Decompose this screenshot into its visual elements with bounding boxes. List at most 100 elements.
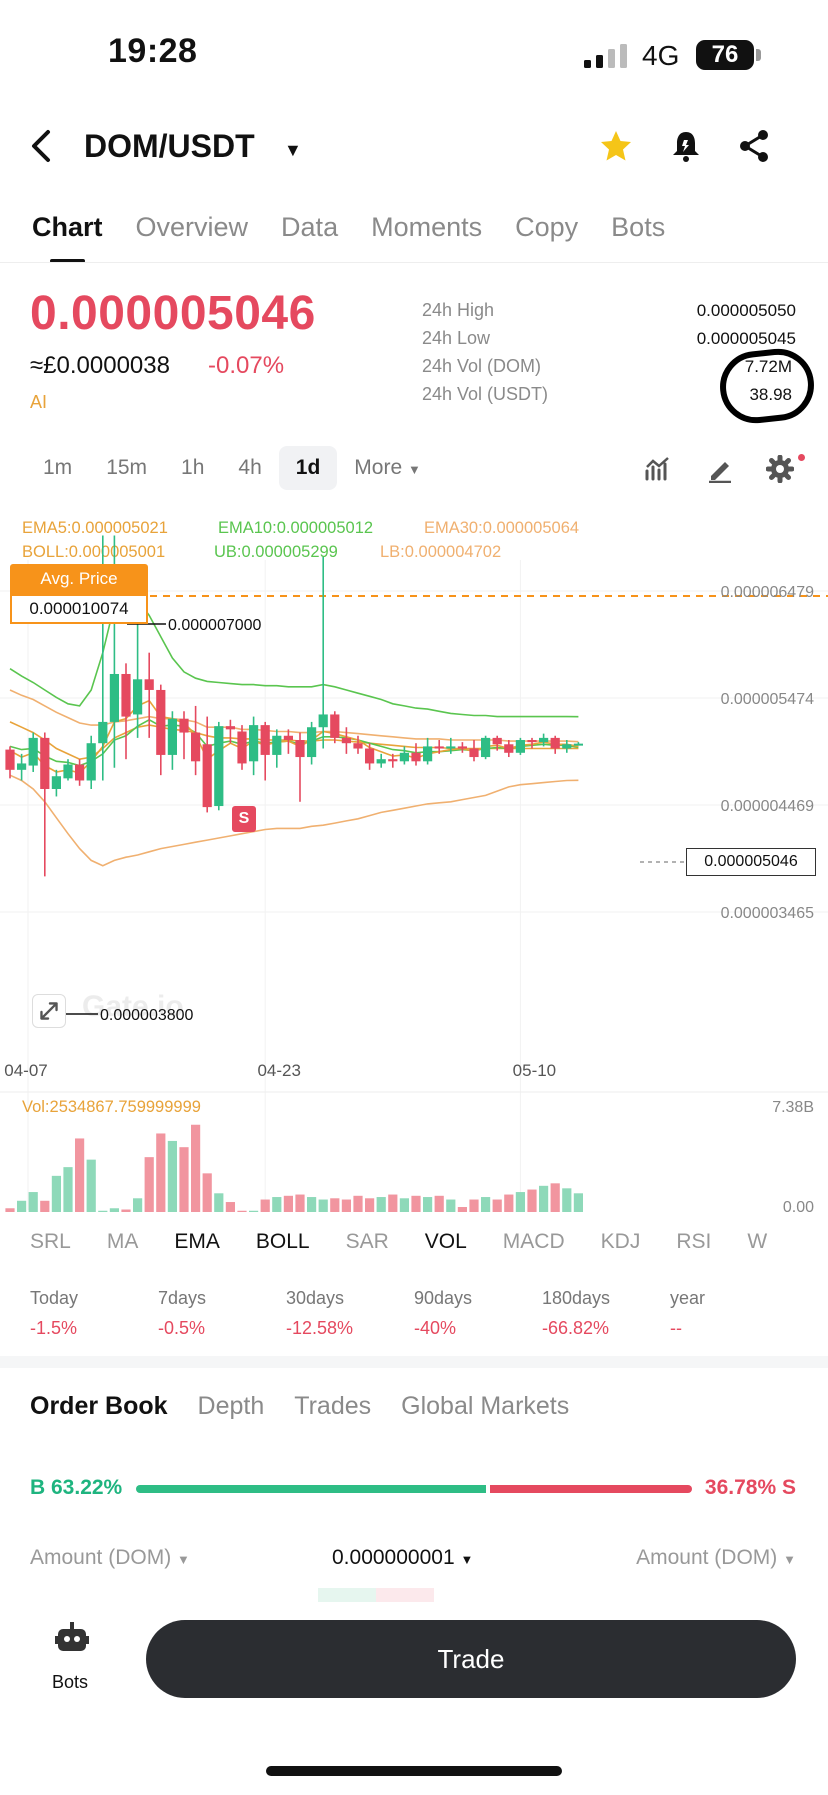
y-tick-label: 0.000005474 xyxy=(721,691,815,708)
volume-bar xyxy=(40,1200,50,1212)
volume-bar xyxy=(5,1208,15,1212)
back-icon[interactable] xyxy=(28,128,56,164)
bots-icon[interactable] xyxy=(54,1620,90,1656)
volume-bar xyxy=(63,1167,73,1212)
ai-badge[interactable]: AI xyxy=(30,392,48,412)
candle-body xyxy=(388,759,398,762)
pair-caret-icon[interactable]: ▼ xyxy=(284,140,302,160)
volume-bar xyxy=(411,1195,421,1212)
indicator-chart-icon[interactable] xyxy=(644,455,672,483)
indicator-sar[interactable]: SAR xyxy=(345,1230,389,1253)
candle-body xyxy=(191,732,201,762)
indicator-kdj[interactable]: KDJ xyxy=(600,1230,641,1253)
indicator-rsi[interactable]: RSI xyxy=(676,1230,712,1253)
interval-1h[interactable]: 1h xyxy=(181,456,205,479)
tab-moments[interactable]: Moments xyxy=(371,212,483,242)
indicator-macd[interactable]: MACD xyxy=(502,1230,565,1253)
volume-bar xyxy=(504,1194,514,1212)
avg-price-tag[interactable]: Avg. Price xyxy=(10,564,148,594)
indicator-boll[interactable]: BOLL xyxy=(255,1230,310,1253)
candle-body xyxy=(86,743,96,781)
tab-bots[interactable]: Bots xyxy=(611,212,666,242)
last-price-tag: 0.000005046 xyxy=(686,848,816,876)
interval-1d[interactable]: 1d xyxy=(278,446,338,490)
interval-more[interactable]: More ▼ xyxy=(337,446,438,490)
volume-bar xyxy=(318,1199,328,1212)
volume-axis-max: 7.38B xyxy=(772,1099,814,1116)
volume-bar xyxy=(295,1194,305,1212)
indicator-vol[interactable]: VOL xyxy=(424,1230,467,1253)
sell-trade-marker[interactable]: S xyxy=(232,806,256,832)
candle-body xyxy=(133,679,143,715)
volume-bar xyxy=(446,1199,456,1212)
tab-chart[interactable]: Chart xyxy=(32,212,103,263)
volume-bar xyxy=(144,1157,154,1212)
tab-order-book[interactable]: Order Book xyxy=(30,1392,168,1420)
interval-4h[interactable]: 4h xyxy=(238,456,262,479)
perf-label-90days: 90days xyxy=(414,1288,473,1308)
tab-overview[interactable]: Overview xyxy=(135,212,249,242)
star-icon[interactable] xyxy=(598,128,634,164)
chevron-down-icon: ▼ xyxy=(783,1552,796,1567)
amount-right-select[interactable]: Amount (DOM) ▼ xyxy=(636,1546,796,1570)
bell-icon[interactable] xyxy=(668,128,704,164)
candle-body xyxy=(318,714,328,728)
candle-body xyxy=(411,752,421,762)
candles xyxy=(5,535,583,877)
volume-bar xyxy=(330,1198,340,1212)
candle-body xyxy=(75,764,85,781)
bots-label[interactable]: Bots xyxy=(52,1672,89,1692)
tab-data[interactable]: Data xyxy=(281,212,339,242)
amount-left-select[interactable]: Amount (DOM) ▼ xyxy=(30,1546,190,1570)
indicator-srl[interactable]: SRL xyxy=(30,1230,71,1253)
tab-trades[interactable]: Trades xyxy=(294,1392,372,1420)
section-separator xyxy=(0,1356,828,1368)
volume-bar xyxy=(191,1124,201,1212)
candlestick-chart[interactable]: Gate.io 0.0000074840.0000064790.00000547… xyxy=(0,500,828,1220)
pair-title[interactable]: DOM/USDT xyxy=(84,128,255,164)
candle-body xyxy=(434,746,444,749)
interval-1m[interactable]: 1m xyxy=(43,456,73,479)
indicator-tabs: SRL MA EMA BOLL SAR VOL MACD KDJ RSI W xyxy=(30,1230,767,1254)
expand-icon[interactable] xyxy=(32,994,66,1028)
draw-pencil-icon[interactable] xyxy=(706,455,734,483)
amount-left-label: Amount (DOM) xyxy=(30,1546,172,1569)
candle-body xyxy=(237,731,247,764)
avg-price-value: 0.000010074 xyxy=(10,594,148,624)
stat-value-high: 0.000005050 xyxy=(696,301,796,320)
share-icon[interactable] xyxy=(736,128,772,164)
signal-icon xyxy=(584,44,627,68)
ub-value: UB:0.000005299 xyxy=(214,543,338,561)
ema5-value: EMA5:0.000005021 xyxy=(22,519,168,537)
volume-bar xyxy=(202,1173,212,1212)
low-marker-label: 0.000003800 xyxy=(100,1007,194,1024)
trade-button[interactable]: Trade xyxy=(146,1620,796,1698)
ema30-value: EMA30:0.000005064 xyxy=(424,519,580,537)
precision-select[interactable]: 0.000000001 ▼ xyxy=(332,1546,473,1570)
candle-body xyxy=(295,740,305,758)
settings-gear-icon[interactable] xyxy=(766,455,794,483)
candle-body xyxy=(539,737,549,743)
candle-body xyxy=(121,673,131,717)
volume-bar xyxy=(399,1198,409,1212)
volume-bar xyxy=(562,1188,572,1212)
indicator-more[interactable]: W xyxy=(747,1230,768,1253)
perf-label-today: Today xyxy=(30,1288,79,1308)
stat-value-vol-dom: 7.72M xyxy=(744,357,792,376)
volume-bar xyxy=(133,1198,143,1212)
candle-body xyxy=(283,735,293,741)
perf-value-7days: -0.5% xyxy=(158,1318,206,1338)
candle-body xyxy=(249,725,259,762)
tab-depth[interactable]: Depth xyxy=(197,1392,265,1420)
fiat-price: ≈£0.0000038 xyxy=(30,352,170,379)
tab-global-markets[interactable]: Global Markets xyxy=(401,1392,570,1420)
tab-copy[interactable]: Copy xyxy=(515,212,579,242)
candle-body xyxy=(40,737,50,789)
volume-bar xyxy=(272,1197,282,1212)
stat-label-vol-dom: 24h Vol (DOM) xyxy=(422,356,542,376)
indicator-ema[interactable]: EMA xyxy=(174,1230,220,1253)
interval-15m[interactable]: 15m xyxy=(106,456,148,479)
interval-more-label: More xyxy=(354,456,403,479)
volume-bar xyxy=(353,1195,363,1212)
indicator-ma[interactable]: MA xyxy=(106,1230,139,1253)
